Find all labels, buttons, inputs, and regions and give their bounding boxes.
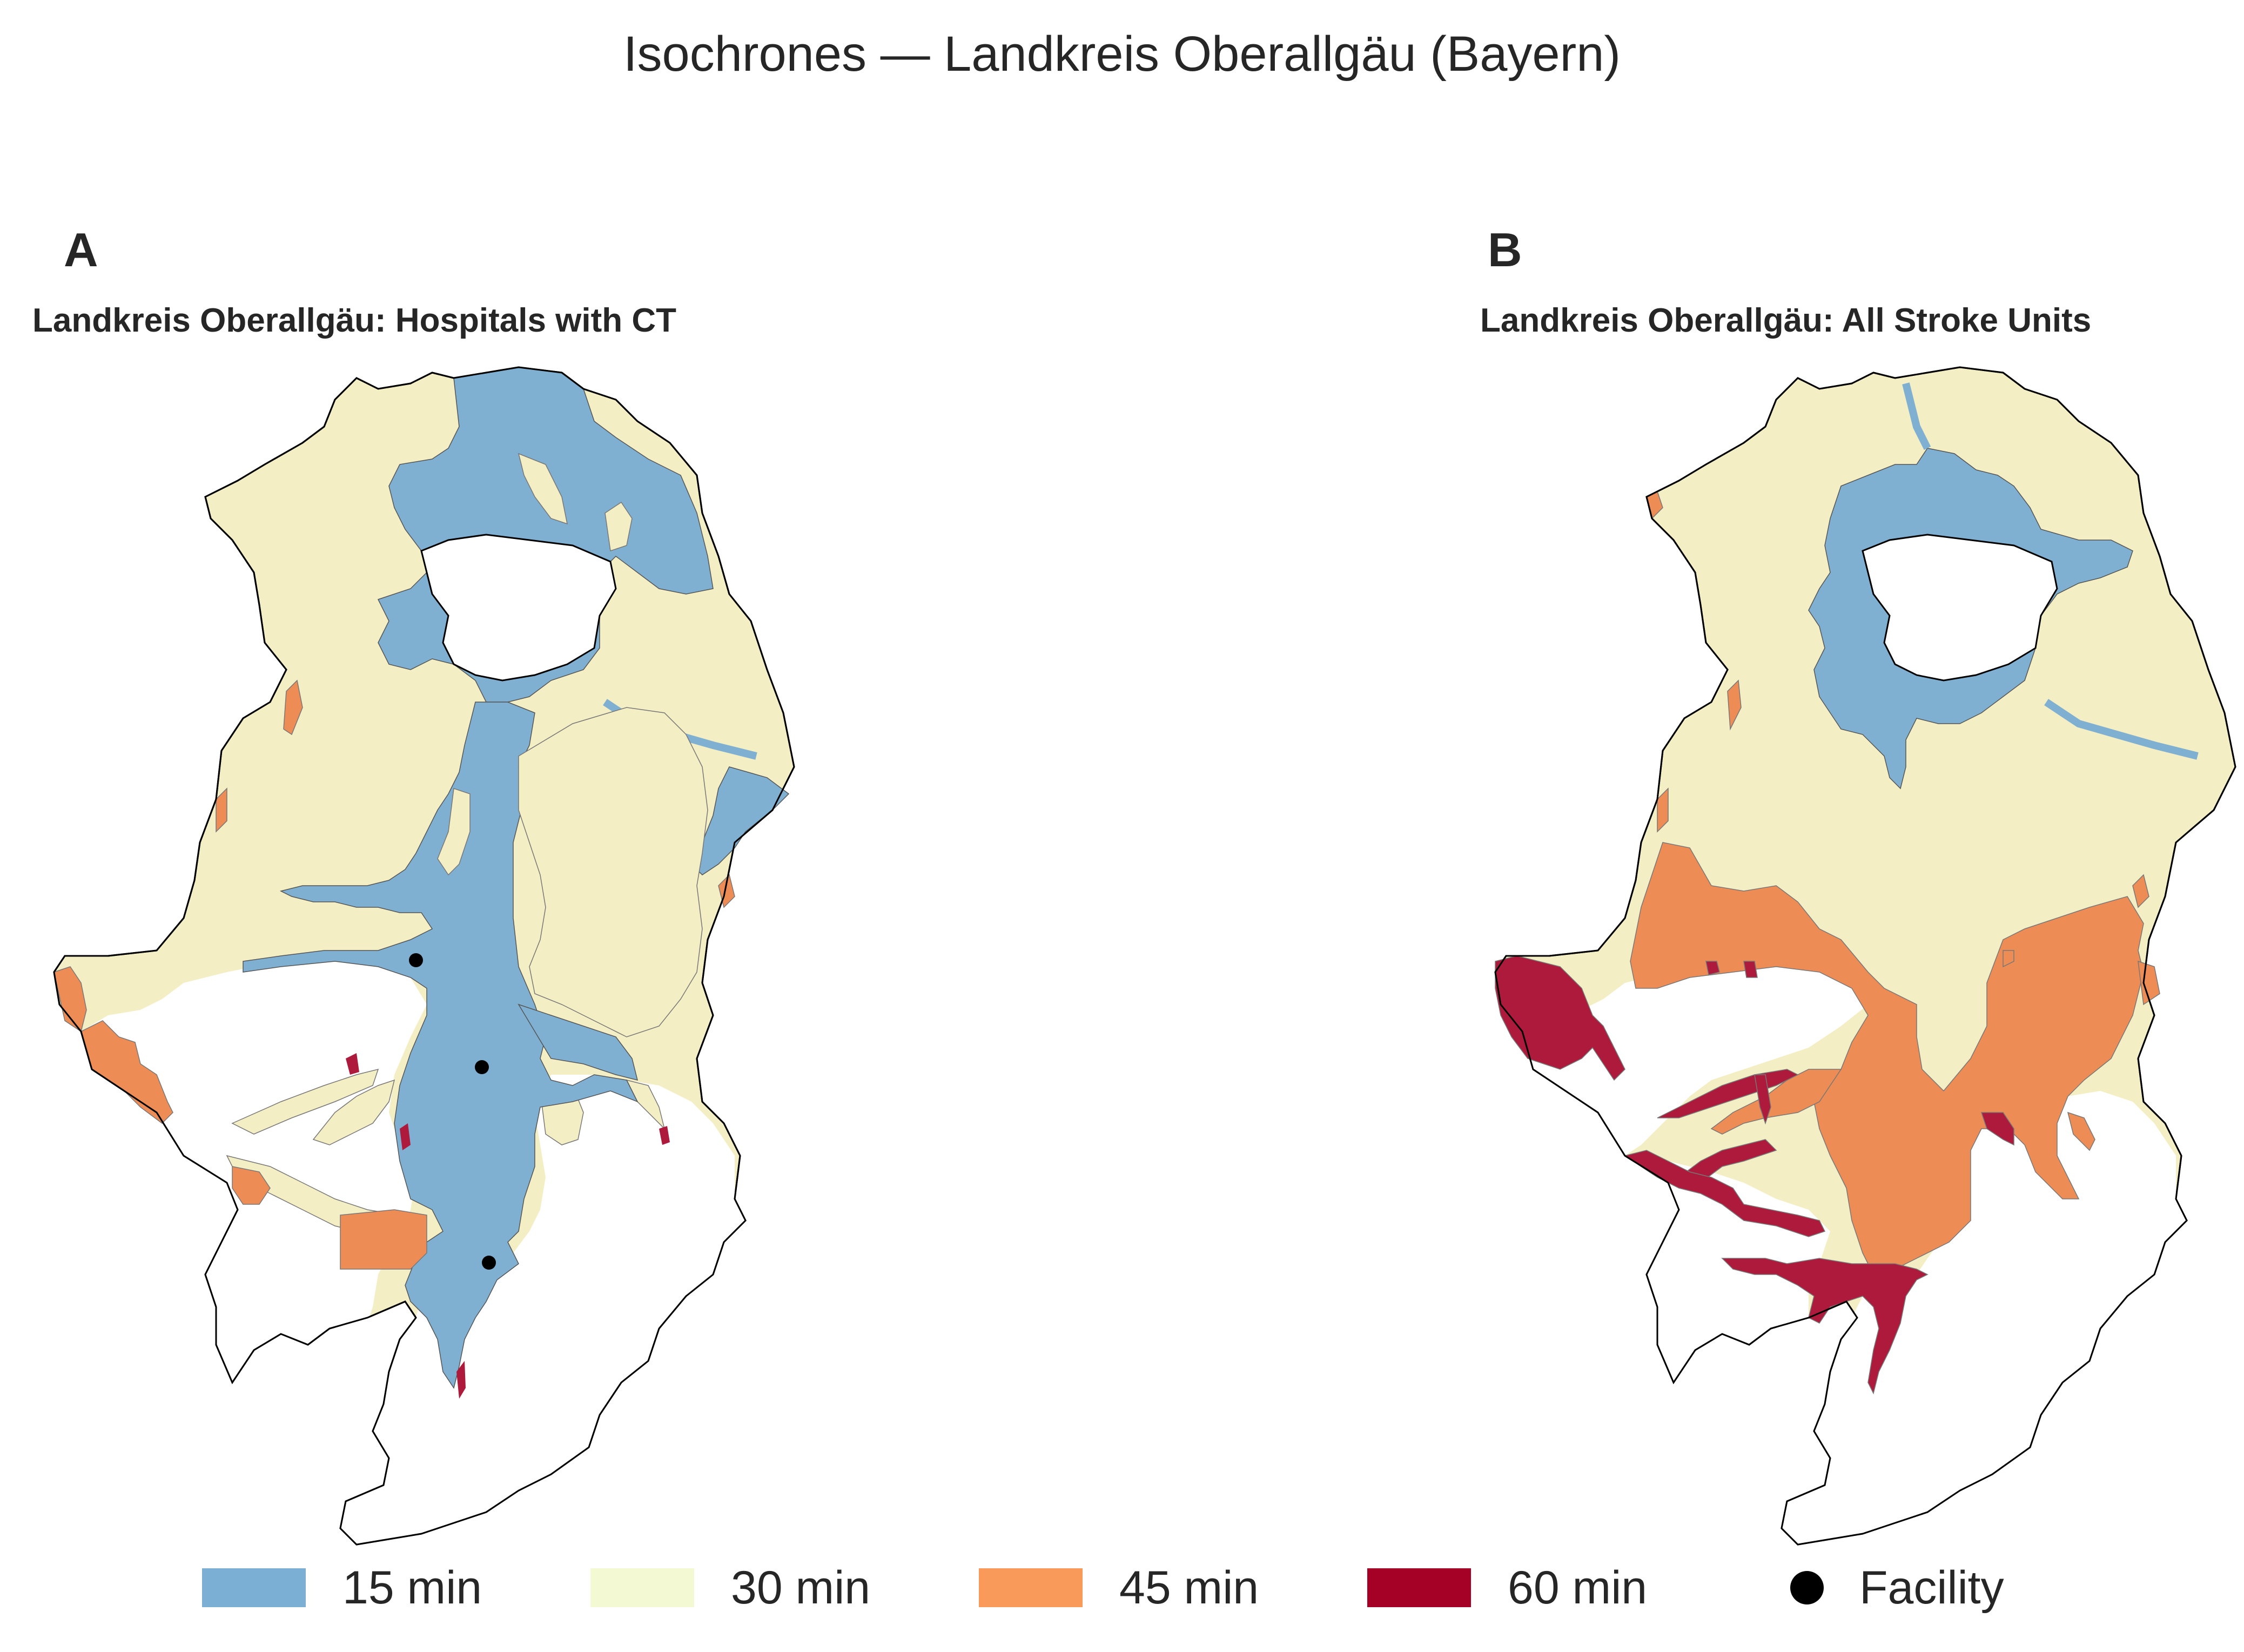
legend-label: 60 min — [1508, 1561, 1648, 1614]
facility-marker — [409, 953, 423, 967]
legend-label: 45 min — [1119, 1561, 1259, 1614]
facility-marker — [482, 1256, 496, 1270]
panel-b-45min-area — [1710, 1069, 1842, 1135]
facility-marker — [475, 1060, 489, 1074]
panel-a-unreached-se — [340, 1075, 745, 1545]
panel-a-30min-pocket — [604, 501, 633, 551]
panel-a-title: Landkreis Oberallgäu: Hospitals with CT — [32, 302, 676, 339]
legend-item-60min: 60 min — [1367, 1555, 1647, 1620]
panel-a-map — [53, 366, 795, 1546]
panel-b-60min-area — [1754, 1074, 1771, 1125]
panel-b-45min-area — [1630, 842, 2144, 1275]
panel-b-45min-area — [1657, 787, 1669, 833]
legend-label: 30 min — [731, 1561, 871, 1614]
panel-b-45min-area — [2138, 960, 2160, 1006]
legend-swatch-15min — [202, 1568, 306, 1607]
figure-title: Isochrones — Landkreis Oberallgäu (Bayer… — [623, 26, 1621, 82]
panel-a-60min-area — [659, 1126, 670, 1145]
facility-marker-icon — [1790, 1571, 1824, 1604]
legend-item-30min: 30 min — [590, 1555, 870, 1620]
panel-b-60min-area — [1743, 961, 1758, 978]
panel-b-letter: B — [1488, 223, 1522, 277]
panel-a-45min-area — [53, 966, 87, 1033]
legend-item-45min: 45 min — [979, 1555, 1259, 1620]
panel-b-map — [1494, 366, 2236, 1546]
panel-a-15min-east — [691, 766, 790, 875]
panel-b-45min-area — [2003, 950, 2014, 968]
legend-label: 15 min — [342, 1561, 482, 1614]
panel-b-60min-area — [1624, 1150, 1826, 1237]
panel-b-60min-area — [1678, 1139, 1777, 1183]
panel-a-30min-pocket — [437, 787, 471, 876]
panel-a-30min-pocket — [518, 453, 568, 525]
panel-a-45min-area — [340, 1209, 427, 1270]
panel-a-15min-corridor — [243, 702, 639, 1389]
panel-b-45min-area — [2067, 1111, 2095, 1151]
panel-a-60min-area — [400, 1123, 411, 1150]
legend-swatch-60min — [1367, 1568, 1471, 1607]
panel-a-15min-south-arm — [518, 1003, 639, 1081]
panel-a-45min-area — [283, 679, 303, 736]
panel-b-title: Landkreis Oberallgäu: All Stroke Units — [1480, 302, 2092, 339]
legend: 15 min 30 min 45 min 60 min Facility — [0, 1555, 2244, 1620]
panel-a-30min-tendril — [231, 1068, 379, 1135]
panel-b-60min-area — [1980, 1112, 2014, 1146]
panel-b-60min-area — [1705, 961, 1720, 975]
legend-item-facility: Facility — [1756, 1555, 2004, 1620]
panel-a-45min-area — [216, 787, 227, 833]
legend-label: Facility — [1859, 1561, 2004, 1614]
panel-b-unreached-south — [1522, 956, 1868, 1156]
panel-a-30min-tendril — [312, 1079, 395, 1145]
panel-a-30min-pocket — [518, 707, 708, 1037]
panel-b-45min-area — [1727, 679, 1742, 731]
panel-a-60min-area — [346, 1053, 359, 1075]
panel-b-unreached-se — [1782, 1091, 2187, 1545]
panel-b-60min-area — [1721, 1258, 1929, 1395]
legend-swatch-45min — [979, 1568, 1083, 1607]
legend-swatch-30min — [590, 1568, 694, 1607]
panel-b-45min-area — [2132, 874, 2149, 908]
panel-a-letter: A — [64, 223, 98, 277]
panel-a-60min-area — [456, 1361, 466, 1399]
legend-item-15min: 15 min — [202, 1555, 482, 1620]
panel-a-45min-area — [232, 1166, 271, 1205]
